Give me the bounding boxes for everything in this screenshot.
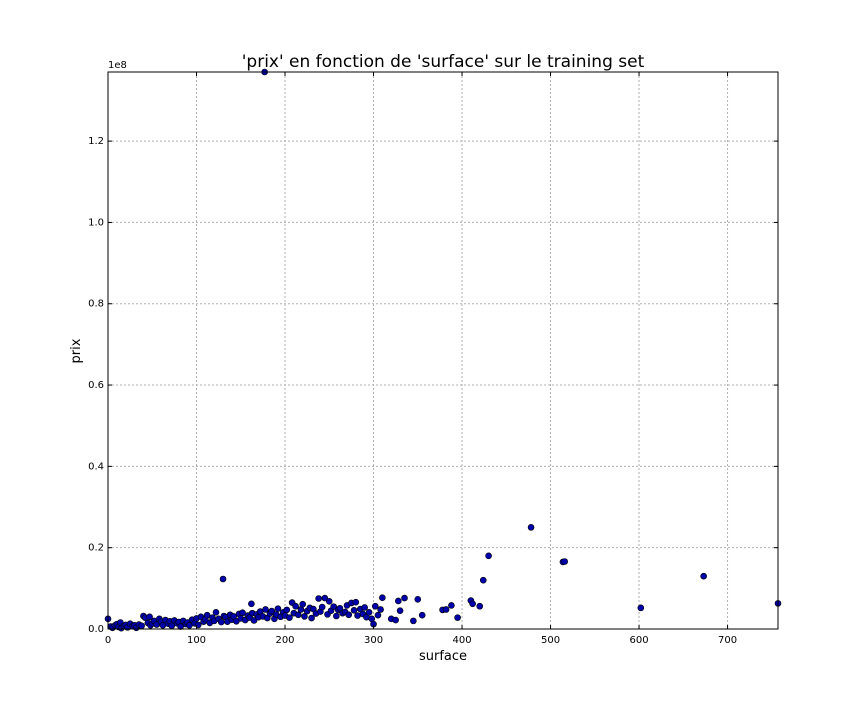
data-point bbox=[401, 594, 408, 602]
points-layer bbox=[104, 68, 782, 632]
y-axis-offset-label: 1e8 bbox=[108, 60, 127, 71]
data-point bbox=[325, 598, 333, 605]
y-axis-label: prix bbox=[69, 338, 84, 363]
x-axis-ticks: 0 100 200 300 400 500 600 700 bbox=[105, 72, 737, 646]
grid-layer bbox=[107, 72, 778, 630]
data-point bbox=[294, 611, 302, 619]
data-point bbox=[262, 606, 269, 613]
x-tick-label: 100 bbox=[187, 635, 206, 646]
data-point bbox=[138, 622, 145, 630]
data-point bbox=[637, 604, 645, 612]
chart-title: 'prix' en fonction de 'surface' sur le t… bbox=[242, 52, 645, 72]
data-point bbox=[301, 613, 308, 620]
data-point bbox=[414, 596, 422, 603]
y-tick-label: 0.8 bbox=[88, 299, 104, 310]
data-point bbox=[286, 614, 293, 621]
y-tick-label: 1.2 bbox=[88, 136, 104, 147]
data-point bbox=[352, 598, 360, 606]
data-point bbox=[308, 614, 315, 622]
data-point bbox=[448, 602, 455, 609]
x-tick-label: 700 bbox=[718, 635, 737, 646]
x-tick-label: 300 bbox=[364, 635, 383, 646]
x-tick-label: 600 bbox=[629, 635, 648, 646]
y-axis-ticks: 0.0 0.2 0.4 0.6 0.8 1.0 1.2 bbox=[88, 136, 778, 635]
data-point bbox=[146, 613, 153, 621]
y-tick-label: 0.0 bbox=[88, 624, 104, 635]
data-point bbox=[321, 594, 329, 602]
data-point bbox=[527, 524, 535, 531]
data-point bbox=[392, 616, 399, 624]
y-tick-label: 0.4 bbox=[88, 461, 104, 472]
data-point bbox=[345, 611, 353, 619]
data-point bbox=[365, 609, 373, 616]
data-point bbox=[250, 617, 258, 624]
y-tick-label: 1.0 bbox=[88, 217, 104, 228]
data-point bbox=[395, 597, 402, 605]
data-point bbox=[479, 576, 487, 584]
data-point bbox=[374, 611, 382, 619]
x-tick-label: 400 bbox=[452, 635, 471, 646]
data-point bbox=[333, 612, 340, 620]
data-point bbox=[700, 572, 707, 580]
x-axis-label: surface bbox=[419, 649, 467, 664]
data-point bbox=[377, 606, 384, 613]
data-point bbox=[561, 558, 568, 565]
data-point bbox=[268, 607, 276, 615]
data-point bbox=[454, 614, 461, 621]
data-point bbox=[292, 602, 299, 610]
y-tick-label: 0.2 bbox=[88, 543, 104, 554]
x-tick-label: 200 bbox=[275, 635, 294, 646]
x-tick-label: 500 bbox=[541, 635, 560, 646]
data-point bbox=[318, 603, 326, 611]
data-point bbox=[469, 600, 476, 608]
y-tick-label: 0.6 bbox=[88, 380, 104, 391]
data-point bbox=[239, 609, 246, 617]
data-point bbox=[330, 603, 337, 610]
data-point bbox=[485, 552, 492, 560]
data-point bbox=[177, 623, 184, 630]
data-point bbox=[315, 595, 322, 602]
data-point bbox=[217, 618, 225, 626]
data-point bbox=[219, 575, 227, 583]
data-point bbox=[248, 600, 255, 608]
data-point bbox=[274, 605, 282, 612]
data-point bbox=[203, 611, 211, 619]
data-point bbox=[410, 617, 417, 625]
data-point bbox=[371, 602, 379, 610]
data-point bbox=[418, 611, 426, 619]
data-point bbox=[442, 606, 450, 613]
plot-frame bbox=[107, 71, 779, 630]
data-point bbox=[212, 609, 220, 616]
data-point bbox=[396, 607, 404, 615]
data-point bbox=[350, 606, 358, 614]
x-tick-label: 0 bbox=[105, 635, 111, 646]
data-point bbox=[476, 602, 484, 610]
data-point bbox=[299, 600, 307, 608]
data-point bbox=[379, 594, 386, 601]
data-point bbox=[361, 604, 368, 611]
data-point bbox=[283, 606, 291, 614]
